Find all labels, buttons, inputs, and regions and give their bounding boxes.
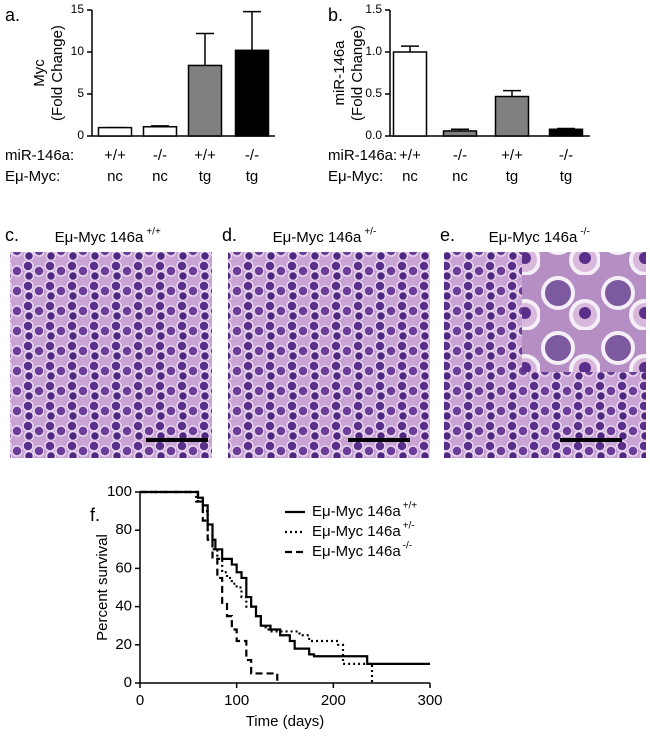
bar	[494, 95, 530, 137]
y-tick-label: 5	[77, 86, 84, 100]
x-tick-label: -/-	[153, 147, 167, 164]
image-title: Eμ-Myc 146a	[55, 229, 144, 246]
legend-label-sup: +/+	[403, 501, 418, 512]
y-tick-label: 0	[124, 674, 132, 691]
panel-label: d.	[222, 225, 237, 245]
panel-label: f.	[90, 505, 100, 525]
bar	[142, 126, 178, 137]
x-tick-label: tg	[506, 168, 519, 185]
bar	[234, 49, 270, 137]
bar	[548, 128, 584, 137]
y-tick-label: 60	[115, 559, 132, 576]
y-axis-label: (Fold Change)	[349, 25, 366, 121]
image-title: Eμ-Myc 146a	[273, 229, 362, 246]
y-tick-label: 0.5	[365, 86, 382, 100]
y-axis-label: miR-146a	[331, 40, 348, 106]
y-tick-label: 0.0	[365, 128, 382, 142]
histology-image	[10, 252, 212, 458]
legend-label: Eμ-Myc 146a	[312, 543, 401, 560]
y-axis-label: (Fold Change)	[49, 25, 66, 121]
x-tick-label: -/-	[245, 147, 259, 164]
legend-label-sup: -/-	[403, 541, 412, 552]
image-title-sup: +/-	[364, 227, 376, 238]
y-tick-label: 40	[115, 598, 132, 615]
bar	[392, 51, 428, 137]
row-label: miR-146a:	[5, 147, 74, 164]
y-axis-label: Percent survival	[94, 534, 111, 641]
histology-panels	[10, 252, 646, 458]
x-tick-label: 100	[224, 692, 249, 709]
y-tick-label: 0	[77, 128, 84, 142]
survival-curve	[140, 490, 279, 683]
row-label: Eμ-Myc:	[328, 168, 383, 185]
x-tick-label: tg	[560, 168, 573, 185]
x-tick-label: 0	[136, 692, 144, 709]
x-tick-label: nc	[402, 168, 418, 185]
y-tick-label: 1.5	[365, 2, 382, 16]
y-tick-label: 100	[107, 483, 132, 500]
x-axis-label: Time (days)	[246, 713, 325, 730]
x-tick-label: -/-	[453, 147, 467, 164]
survival-curve	[140, 490, 374, 683]
panel-label: b.	[328, 5, 343, 25]
y-tick-label: 20	[115, 636, 132, 653]
y-tick-label: 80	[115, 521, 132, 538]
x-tick-label: nc	[107, 168, 123, 185]
row-label: Eμ-Myc:	[5, 168, 60, 185]
image-title: Eμ-Myc 146a	[489, 229, 578, 246]
y-tick-label: 15	[71, 2, 85, 16]
x-tick-label: +/+	[104, 147, 126, 164]
x-tick-label: tg	[199, 168, 212, 185]
bar	[442, 130, 478, 137]
legend-label: Eμ-Myc 146a	[312, 523, 401, 540]
panel-label: c.	[5, 225, 19, 245]
row-label: miR-146a:	[328, 147, 397, 164]
x-tick-label: nc	[452, 168, 468, 185]
legend-label-sup: +/-	[403, 521, 415, 532]
x-tick-label: tg	[246, 168, 259, 185]
x-tick-label: +/+	[399, 147, 421, 164]
x-tick-label: -/-	[559, 147, 573, 164]
y-axis-label: Myc	[31, 59, 48, 87]
x-tick-label: +/+	[501, 147, 523, 164]
histology-inset	[522, 252, 646, 372]
legend-label: Eμ-Myc 146a	[312, 503, 401, 520]
bar	[97, 126, 133, 137]
y-tick-label: 1.0	[365, 44, 382, 58]
bar	[187, 64, 223, 137]
x-tick-label: nc	[152, 168, 168, 185]
histology-image	[228, 252, 430, 458]
y-tick-label: 10	[71, 44, 85, 58]
image-title-sup: +/+	[146, 227, 161, 238]
panel-label: e.	[440, 225, 455, 245]
panel-label: a.	[5, 5, 20, 25]
x-tick-label: +/+	[194, 147, 216, 164]
x-tick-label: 300	[417, 692, 442, 709]
x-tick-label: 200	[321, 692, 346, 709]
image-title-sup: -/-	[580, 227, 589, 238]
